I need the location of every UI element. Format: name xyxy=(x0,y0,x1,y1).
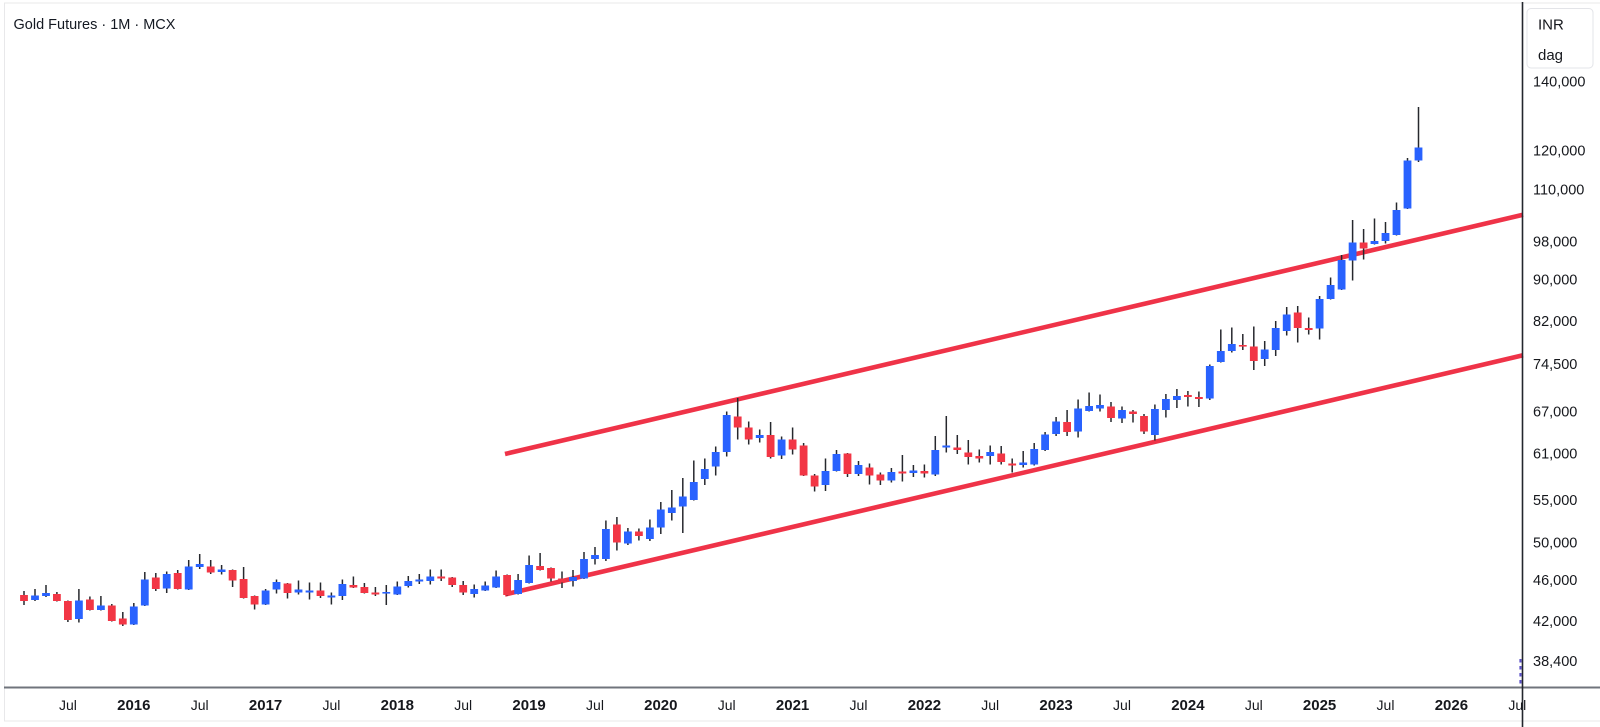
svg-text:Jul: Jul xyxy=(850,697,868,713)
svg-text:2018: 2018 xyxy=(381,697,414,714)
svg-text:46,000: 46,000 xyxy=(1533,573,1577,589)
svg-text:82,000: 82,000 xyxy=(1533,314,1577,330)
svg-text:42,000: 42,000 xyxy=(1533,614,1577,630)
svg-text:Jul: Jul xyxy=(1113,697,1131,713)
svg-text:Jul: Jul xyxy=(322,697,340,713)
svg-text:Jul: Jul xyxy=(454,697,472,713)
svg-text:Jul: Jul xyxy=(191,697,209,713)
svg-text:38,400: 38,400 xyxy=(1533,654,1577,670)
svg-text:2022: 2022 xyxy=(908,697,941,714)
svg-text:50,000: 50,000 xyxy=(1533,536,1577,552)
svg-text:2016: 2016 xyxy=(117,697,150,714)
svg-text:61,000: 61,000 xyxy=(1533,447,1577,463)
svg-text:2023: 2023 xyxy=(1039,697,1072,714)
svg-text:140,000: 140,000 xyxy=(1533,75,1585,91)
svg-text:98,000: 98,000 xyxy=(1533,234,1577,250)
svg-text:Jul: Jul xyxy=(981,697,999,713)
svg-text:90,000: 90,000 xyxy=(1533,272,1577,288)
svg-text:Jul: Jul xyxy=(586,697,604,713)
svg-text:2020: 2020 xyxy=(644,697,677,714)
svg-text:Jul: Jul xyxy=(718,697,736,713)
svg-text:Jul: Jul xyxy=(1508,697,1526,713)
svg-text:Jul: Jul xyxy=(1377,697,1395,713)
svg-text:110,000: 110,000 xyxy=(1533,183,1584,199)
svg-text:120,000: 120,000 xyxy=(1533,144,1585,160)
svg-text:dag: dag xyxy=(1538,47,1563,64)
svg-text:2017: 2017 xyxy=(249,697,282,714)
svg-text:Gold Futures · 1M · MCX: Gold Futures · 1M · MCX xyxy=(14,17,176,33)
svg-text:Jul: Jul xyxy=(59,697,77,713)
svg-text:55,000: 55,000 xyxy=(1533,493,1577,509)
svg-text:INR: INR xyxy=(1538,17,1564,34)
svg-text:2021: 2021 xyxy=(776,697,809,714)
svg-text:2024: 2024 xyxy=(1171,697,1205,714)
svg-text:74,500: 74,500 xyxy=(1533,357,1577,373)
svg-text:2019: 2019 xyxy=(512,697,545,714)
svg-text:67,000: 67,000 xyxy=(1533,405,1577,421)
svg-text:2026: 2026 xyxy=(1435,697,1468,714)
svg-text:Jul: Jul xyxy=(1245,697,1263,713)
svg-text:2025: 2025 xyxy=(1303,697,1336,714)
